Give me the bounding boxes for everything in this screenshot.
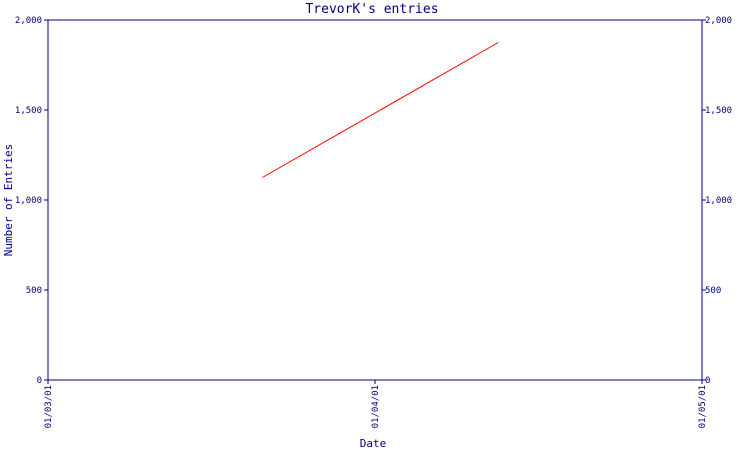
y-tick-label-right: 1,500 [705, 106, 732, 116]
y-tick-label: 1,000 [15, 196, 42, 206]
chart-title: TrevorK's entries [305, 2, 438, 17]
plot-frame [47, 19, 703, 381]
x-tick-label: 01/03/01 [44, 385, 54, 428]
y-tick-label: 1,500 [15, 106, 42, 116]
y-axis-right: 0 500 1,000 1,500 2,000 [702, 16, 732, 386]
x-axis-label: Date [360, 437, 387, 450]
y-tick-label-right: 500 [705, 286, 721, 296]
x-tick-label: 01/05/01 [698, 385, 708, 428]
y-tick-label-right: 2,000 [705, 16, 732, 26]
series-line [262, 42, 499, 178]
x-tick-label: 01/04/01 [371, 385, 381, 428]
y-tick-label: 500 [26, 286, 42, 296]
x-axis: 01/03/01 01/04/01 01/05/01 [44, 380, 708, 428]
y-tick-label: 2,000 [15, 16, 42, 26]
y-axis-label: Number of Entries [2, 144, 15, 257]
y-axis-left: 0 500 1,000 1,500 2,000 [15, 16, 48, 386]
y-tick-label-right: 1,000 [705, 196, 732, 206]
y-tick-label-right: 0 [705, 376, 710, 386]
series-layer [262, 42, 499, 178]
y-tick-label: 0 [37, 376, 42, 386]
